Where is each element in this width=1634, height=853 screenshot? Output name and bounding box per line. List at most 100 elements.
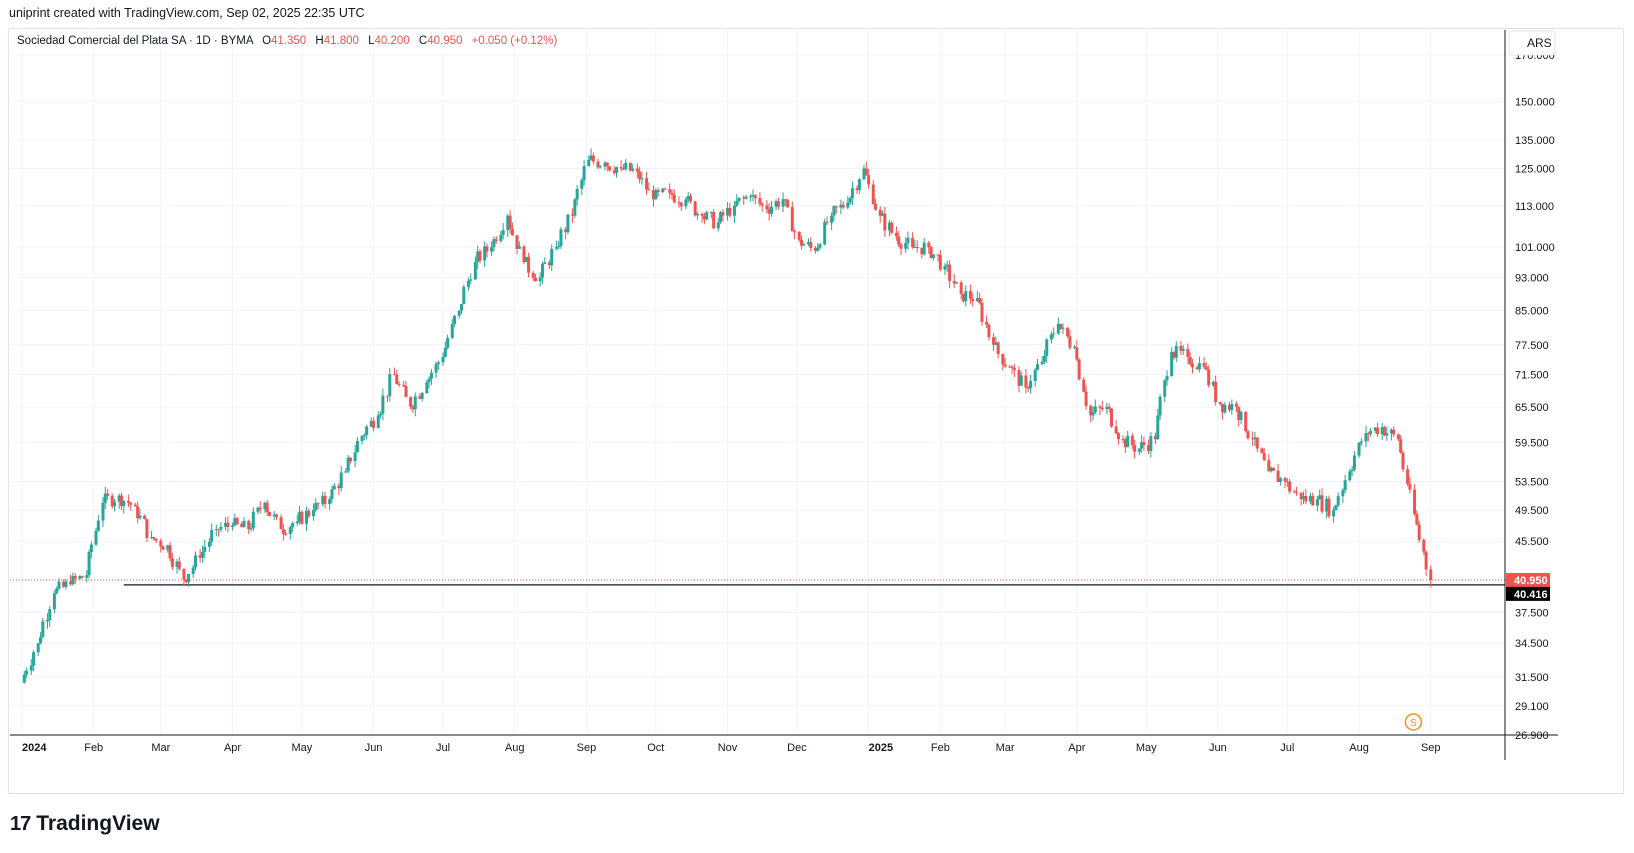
candle-body	[1230, 403, 1234, 410]
candle-body	[1121, 439, 1125, 441]
svg-text:Sociedad Comercial del Plata S: Sociedad Comercial del Plata SA · 1D · B…	[17, 35, 557, 47]
candle-body	[816, 247, 820, 251]
candle-body	[1399, 439, 1403, 453]
x-tick-label: 2024	[22, 742, 47, 754]
candle-body	[450, 323, 454, 338]
candle-body	[894, 232, 898, 237]
candle-body	[103, 493, 107, 503]
candle-body	[1170, 352, 1174, 376]
candle-body	[332, 485, 336, 490]
candle-body	[52, 593, 56, 610]
candle-body	[122, 500, 126, 506]
candle-body	[1133, 445, 1137, 452]
candle-body	[531, 272, 535, 278]
candle-body	[1415, 513, 1419, 525]
candle-body	[1012, 367, 1016, 370]
candle-body	[441, 356, 445, 363]
chart-frame	[8, 28, 1624, 794]
candle-body	[1396, 434, 1400, 440]
candle-body	[1142, 442, 1146, 446]
currency-button[interactable]: ARS	[1508, 30, 1556, 56]
candle-body	[138, 515, 142, 519]
candle-body	[721, 212, 725, 216]
candle-body	[1285, 481, 1289, 483]
candle-body	[96, 520, 100, 531]
candle-body	[612, 170, 616, 173]
candle-body	[466, 280, 470, 287]
candle-body	[881, 213, 885, 216]
candle-body	[887, 222, 891, 231]
candle-body	[395, 374, 399, 384]
tradingview-logo[interactable]: 17 TradingView	[10, 812, 160, 836]
candle-body	[1211, 381, 1215, 386]
x-tick-label: May	[292, 742, 313, 754]
candle-body	[191, 567, 195, 574]
candle-body	[268, 512, 272, 516]
candle-body	[624, 162, 628, 170]
candle-body	[159, 540, 163, 547]
candle-body	[362, 435, 366, 437]
candle-body	[945, 264, 949, 266]
x-tick-label: Jun	[365, 742, 383, 754]
candle-body	[1424, 551, 1428, 570]
axes: 170.000150.000135.000125.000113.000101.0…	[10, 30, 1558, 760]
candle-body	[1325, 498, 1329, 512]
open-label: O	[262, 35, 271, 47]
candle-body	[305, 510, 309, 524]
candle-body	[1364, 433, 1368, 442]
candle-body	[152, 537, 156, 539]
y-tick-label: 59.500	[1515, 437, 1549, 449]
candle-body	[48, 609, 52, 621]
x-tick-label: Mar	[996, 742, 1015, 754]
candle-body	[339, 472, 343, 489]
event-marker[interactable]: S	[1404, 713, 1423, 731]
candle-body	[1389, 429, 1393, 434]
candle-body	[22, 674, 26, 683]
y-tick-label: 29.100	[1515, 701, 1549, 713]
candle-body	[621, 168, 625, 170]
candle-body	[732, 205, 736, 216]
candle-body	[385, 395, 389, 397]
candle-body	[971, 298, 975, 302]
candle-body	[878, 209, 882, 216]
candle-body	[1382, 427, 1386, 436]
candle-body	[654, 190, 658, 200]
candle-body	[355, 440, 359, 453]
candle-body	[1429, 569, 1433, 581]
candle-body	[1172, 352, 1176, 358]
candle-body	[256, 507, 260, 512]
y-tick-label: 150.000	[1515, 96, 1555, 108]
candle-body	[968, 290, 972, 299]
candle-body	[166, 545, 170, 550]
candle-body	[1153, 436, 1157, 440]
y-tick-label: 71.500	[1515, 370, 1549, 382]
candle-body	[943, 265, 947, 270]
candle-body	[702, 215, 706, 220]
candle-body	[217, 529, 221, 531]
candle-body	[598, 166, 602, 168]
candle-body	[906, 237, 910, 244]
candle-body	[1188, 356, 1192, 365]
candle-body	[1137, 448, 1141, 452]
candle-body	[559, 229, 563, 247]
candle-body	[1299, 492, 1303, 500]
candle-body	[1214, 381, 1218, 403]
open-value: 41.350	[271, 35, 306, 47]
candle-body	[695, 214, 699, 216]
x-tick-label: Jul	[436, 742, 450, 754]
candle-body	[728, 207, 732, 216]
candle-body	[372, 420, 376, 428]
candle-body	[402, 384, 406, 387]
candle-body	[1049, 334, 1053, 340]
candle-body	[948, 264, 952, 281]
candle-body	[265, 502, 269, 513]
candle-body	[864, 168, 868, 176]
candle-body	[425, 382, 429, 394]
candle-body	[867, 175, 871, 185]
candle-body	[379, 413, 383, 416]
candle-body	[1262, 452, 1266, 461]
candle-body	[790, 207, 794, 232]
event-circle	[1404, 713, 1423, 731]
low-value: 40.200	[375, 35, 410, 47]
